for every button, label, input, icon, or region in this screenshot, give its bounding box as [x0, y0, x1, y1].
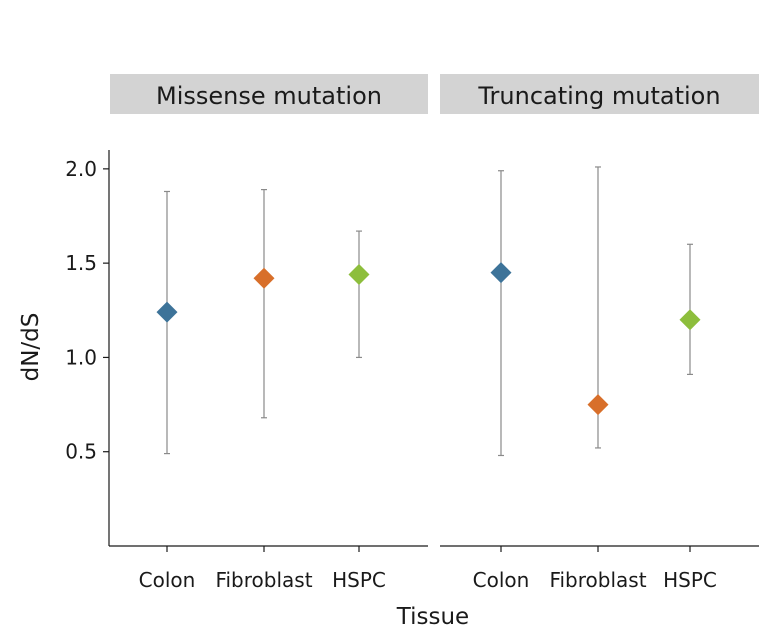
- y-tick-label: 0.5: [65, 440, 97, 464]
- facet-strip-title: Missense mutation: [156, 82, 382, 110]
- facet-strips: Missense mutation Truncating mutation: [110, 74, 759, 114]
- data-point-diamond: [679, 309, 701, 331]
- y-tick-label: 1.5: [65, 251, 97, 275]
- facet-strip-bg: [110, 74, 428, 114]
- x-tick-label: Fibroblast: [215, 568, 312, 592]
- data-point-diamond: [253, 267, 275, 289]
- x-tick-label: HSPC: [332, 568, 386, 592]
- data-point-diamond: [156, 301, 178, 323]
- y-tick-label: 1.0: [65, 345, 97, 369]
- x-tick-label: Colon: [139, 568, 196, 592]
- data-point-diamond: [490, 262, 512, 284]
- chart-marks: [156, 166, 701, 457]
- y-tick-label: 2.0: [65, 157, 97, 181]
- y-axis-title: dN/dS: [18, 313, 44, 382]
- x-tick-label: Colon: [473, 568, 530, 592]
- data-point-diamond: [587, 394, 609, 416]
- x-tick-label: HSPC: [663, 568, 717, 592]
- axes: 0.5 1.0 1.5 2.0 Colon Fibroblast HSPC Colon Fibr…: [65, 150, 759, 592]
- facet-strip-bg: [440, 74, 759, 114]
- x-tick-label: Fibroblast: [549, 568, 646, 592]
- x-axis-title: Tissue: [396, 604, 469, 630]
- facet-strip-title: Truncating mutation: [477, 82, 720, 110]
- data-point-diamond: [348, 263, 370, 285]
